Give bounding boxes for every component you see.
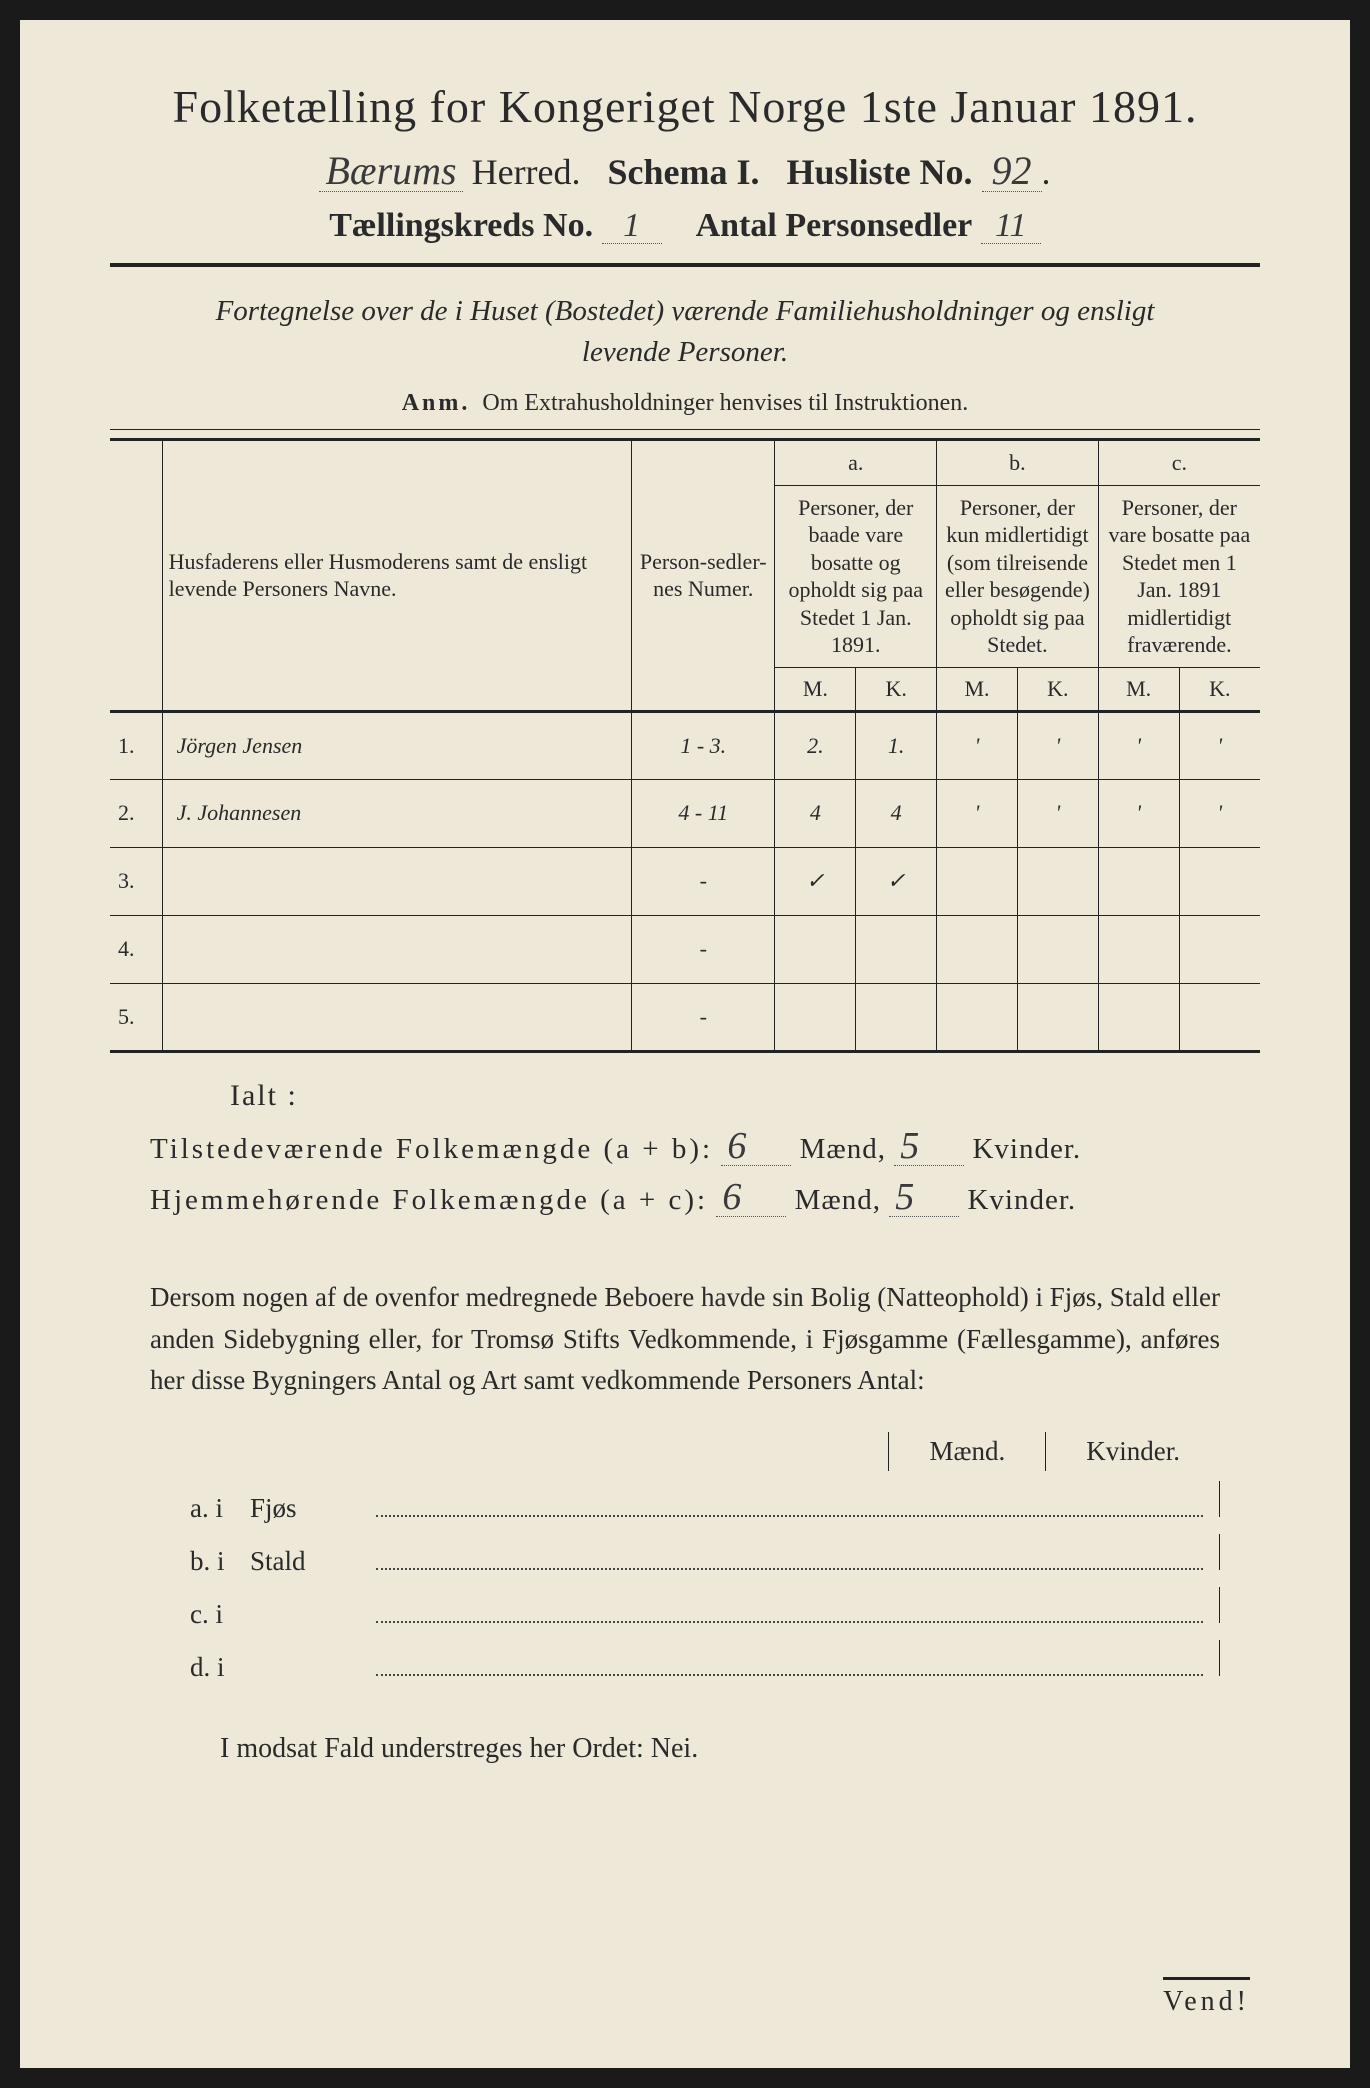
- col-b-k: K.: [1017, 667, 1098, 711]
- name-cell: [162, 983, 631, 1051]
- husliste-label: Husliste No.: [787, 152, 973, 192]
- table-body: 1. Jörgen Jensen 1 - 3. 2. 1. ' ' ' ' 2.…: [110, 711, 1260, 1051]
- husliste-value: 92: [982, 151, 1042, 192]
- list-item: c. i: [190, 1587, 1220, 1630]
- col-c-m: M.: [1098, 667, 1179, 711]
- kreds-value: 1: [602, 209, 662, 244]
- anm-prefix: Anm.: [402, 390, 471, 416]
- total-resident: Hjemmehørende Folkemængde (a + c): 6 Mæn…: [150, 1178, 1220, 1217]
- col-c-desc: Personer, der vare bosatte paa Stedet me…: [1098, 485, 1260, 667]
- form-description: Fortegnelse over de i Huset (Bostedet) v…: [170, 291, 1200, 372]
- anm-text: Om Extrahusholdninger henvises til Instr…: [482, 390, 968, 416]
- annotation-line: Anm. Om Extrahusholdninger henvises til …: [110, 390, 1260, 417]
- col-a-m: M.: [775, 667, 856, 711]
- list-item: a. i Fjøs: [190, 1481, 1220, 1524]
- name-cell: [162, 847, 631, 915]
- nei-line: I modsat Fald understreges her Ordet: Ne…: [220, 1733, 1260, 1765]
- table-row: 1. Jörgen Jensen 1 - 3. 2. 1. ' ' ' ': [110, 711, 1260, 779]
- herred-value: Bærums: [319, 151, 462, 192]
- herred-label: Herred.: [472, 152, 581, 192]
- col-a-k: K.: [856, 667, 937, 711]
- page-title: Folketælling for Kongeriget Norge 1ste J…: [110, 80, 1260, 133]
- maend-header: Mænd.: [888, 1432, 1045, 1471]
- col-a-desc: Personer, der baade vare bosatte og opho…: [775, 485, 937, 667]
- col-header-name: Husfaderens eller Husmoderens samt de en…: [162, 440, 631, 712]
- name-cell: [162, 915, 631, 983]
- total-present: Tilstedeværende Folkemængde (a + b): 6 M…: [150, 1127, 1220, 1166]
- mk-column-header: Mænd. Kvinder.: [110, 1432, 1220, 1471]
- table-row: 3. - ✓ ✓: [110, 847, 1260, 915]
- vend-label: Vend!: [1163, 1977, 1250, 2018]
- kreds-label: Tællingskreds No.: [329, 207, 593, 244]
- table-row: 2. J. Johannesen 4 - 11 4 4 ' ' ' ': [110, 779, 1260, 847]
- census-table: Husfaderens eller Husmoderens samt de en…: [110, 438, 1260, 1053]
- col-header-numer: Person-sedler-nes Numer.: [632, 440, 775, 712]
- antal-value: 11: [981, 209, 1041, 244]
- ialt-label: Ialt :: [230, 1079, 1260, 1113]
- divider: [110, 429, 1260, 430]
- col-b-desc: Personer, der kun midlertidigt (som tilr…: [937, 485, 1099, 667]
- header-line-2: Bærums Herred. Schema I. Husliste No. 92…: [110, 151, 1260, 193]
- kvinder-header: Kvinder.: [1045, 1432, 1220, 1471]
- outbuilding-list: a. i Fjøs b. i Stald c. i d. i: [190, 1481, 1220, 1683]
- col-c-label: c.: [1098, 440, 1260, 486]
- col-a-label: a.: [775, 440, 937, 486]
- table-row: 5. -: [110, 983, 1260, 1051]
- schema-label: Schema I.: [608, 152, 760, 192]
- list-item: d. i: [190, 1640, 1220, 1683]
- table-row: 4. -: [110, 915, 1260, 983]
- antal-label: Antal Personsedler: [696, 207, 973, 244]
- name-cell: Jörgen Jensen: [162, 711, 631, 779]
- divider: [110, 263, 1260, 267]
- col-b-m: M.: [937, 667, 1018, 711]
- col-c-k: K.: [1179, 667, 1260, 711]
- census-form-page: Folketælling for Kongeriget Norge 1ste J…: [20, 20, 1350, 2068]
- list-item: b. i Stald: [190, 1534, 1220, 1577]
- col-b-label: b.: [937, 440, 1099, 486]
- outbuilding-paragraph: Dersom nogen af de ovenfor medregnede Be…: [150, 1277, 1220, 1403]
- header-line-3: Tællingskreds No. 1 Antal Personsedler 1…: [110, 207, 1260, 245]
- name-cell: J. Johannesen: [162, 779, 631, 847]
